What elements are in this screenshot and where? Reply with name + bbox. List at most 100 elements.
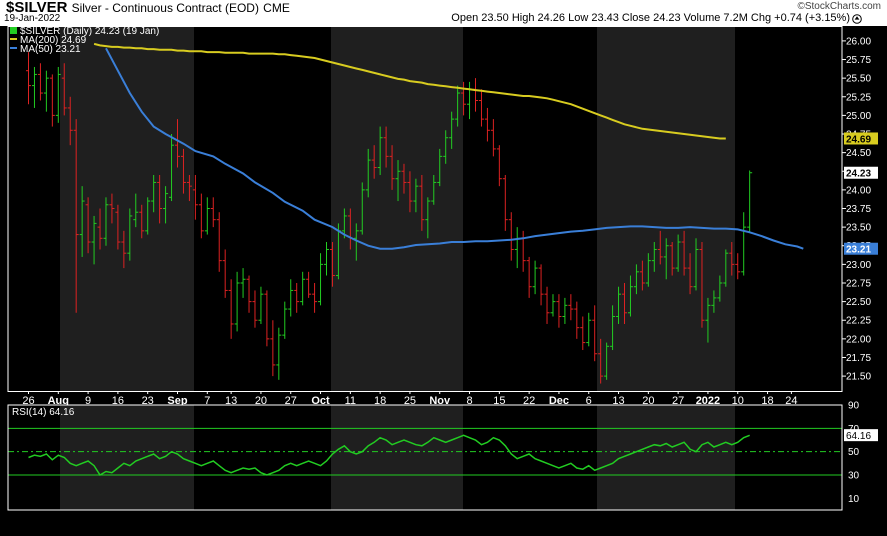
y-tick-label: 25.25 — [846, 92, 871, 103]
price-bar — [735, 253, 741, 280]
price-bar — [389, 145, 395, 190]
x-tick-label: 23 — [142, 395, 154, 407]
price-bar — [598, 338, 604, 384]
ma200-value-label-bg — [844, 132, 878, 145]
price-bar — [49, 74, 55, 127]
x-tick-label: Nov — [429, 395, 451, 407]
month-bands — [60, 26, 735, 391]
price-legend-swatch — [10, 27, 17, 34]
x-tick-label: 16 — [112, 395, 124, 407]
price-bar — [747, 170, 753, 233]
price-bar — [163, 186, 169, 224]
price-bar — [353, 223, 359, 261]
price-bar — [693, 238, 699, 291]
ma200-legend-swatch — [10, 38, 17, 40]
y-tick-label: 23.00 — [846, 260, 871, 271]
price-bar — [264, 290, 270, 347]
price-bar — [580, 316, 586, 351]
price-bar — [699, 242, 705, 328]
price-bar — [145, 197, 151, 235]
rsi-month-band-dec — [597, 405, 735, 510]
price-bar — [204, 197, 210, 235]
rsi-line — [28, 434, 750, 477]
x-tick-label: 27 — [672, 395, 684, 407]
x-tick-label: Oct — [311, 395, 330, 407]
ma50-line — [105, 47, 804, 250]
price-bar — [639, 260, 645, 291]
price-bar — [717, 275, 723, 302]
price-bar — [604, 342, 610, 380]
price-bar — [729, 242, 735, 276]
price-bar — [341, 208, 347, 239]
price-bar — [55, 66, 61, 123]
price-bar — [687, 253, 693, 295]
price-bar — [329, 242, 335, 287]
x-tick-label: 22 — [523, 395, 535, 407]
price-y-axis: 21.5021.7522.0022.2522.5022.7523.0023.25… — [842, 36, 871, 383]
price-bar — [175, 119, 180, 168]
price-bar — [657, 230, 663, 265]
price-bar — [425, 197, 431, 239]
y-tick-label: 24.50 — [846, 148, 871, 159]
price-bar — [473, 78, 478, 112]
price-bar — [276, 327, 282, 380]
price-bar — [306, 271, 312, 298]
price-bar — [705, 297, 711, 343]
x-tick-label: 18 — [374, 395, 386, 407]
price-bar — [592, 305, 598, 362]
price-bar — [616, 286, 622, 324]
y-tick-label: 22.25 — [846, 316, 871, 327]
price-bar — [121, 230, 127, 269]
last-price-label-bg — [844, 166, 878, 179]
x-tick-label: Dec — [549, 395, 569, 407]
month-band-dec — [597, 26, 735, 391]
x-tick-label: 24 — [785, 395, 797, 407]
month-band-oct — [331, 26, 463, 391]
price-bar — [312, 282, 318, 313]
rsi-y-tick-label: 30 — [848, 471, 860, 482]
price-bar — [26, 52, 31, 105]
x-tick-label: 6 — [586, 395, 592, 407]
x-tick-label: 13 — [225, 395, 237, 407]
price-bar — [133, 193, 139, 228]
price-bar — [85, 197, 91, 254]
ohlc-summary: Open 23.50 High 24.26 Low 23.43 Close 24… — [451, 12, 850, 24]
price-bar — [395, 160, 401, 202]
price-bar — [383, 126, 389, 168]
price-bar — [669, 242, 675, 276]
price-bar — [532, 260, 538, 295]
price-bar — [79, 186, 85, 257]
price-bar — [258, 286, 264, 324]
price-bar — [151, 174, 157, 213]
x-tick-label: 11 — [345, 395, 356, 407]
price-bar — [419, 174, 425, 231]
x-tick-label: 26 — [22, 395, 34, 407]
date-x-axis: 26 Aug 9 16 23 Sep 7 13 20 27 Oct 11 18 25 Nov 8 15 22 Dec… — [22, 391, 798, 407]
price-bar — [550, 294, 556, 317]
price-bar — [365, 148, 371, 198]
price-bar — [610, 305, 616, 351]
price-bar — [240, 268, 246, 298]
ma50-value-label-bg — [844, 242, 878, 255]
price-legend-text: $SILVER (Daily) 24.23 (19 Jan) — [20, 26, 159, 37]
y-tick-label: 25.50 — [846, 74, 871, 85]
symbol: $SILVER — [6, 0, 68, 16]
price-bar — [651, 242, 657, 272]
x-tick-label: 27 — [285, 395, 297, 407]
last-price-label: 24.23 — [846, 169, 871, 180]
x-tick-label: 8 — [466, 395, 472, 407]
price-bar — [526, 256, 532, 298]
price-bar — [210, 197, 216, 228]
x-tick-label: 2022 — [696, 395, 720, 407]
up-arrow-icon — [852, 14, 862, 24]
price-bar — [711, 290, 717, 313]
x-tick-label: 15 — [493, 395, 505, 407]
price-bar — [192, 174, 198, 220]
price-bar — [568, 294, 574, 321]
price-bar — [461, 81, 467, 116]
chart-canvas: 21.5021.7522.0022.2522.5022.7523.0023.25… — [7, 26, 878, 511]
price-bar — [73, 119, 79, 313]
price-bar — [180, 148, 186, 194]
price-bar — [234, 271, 240, 332]
symbol-description: Silver - Continuous Contract (EOD) — [71, 1, 259, 15]
